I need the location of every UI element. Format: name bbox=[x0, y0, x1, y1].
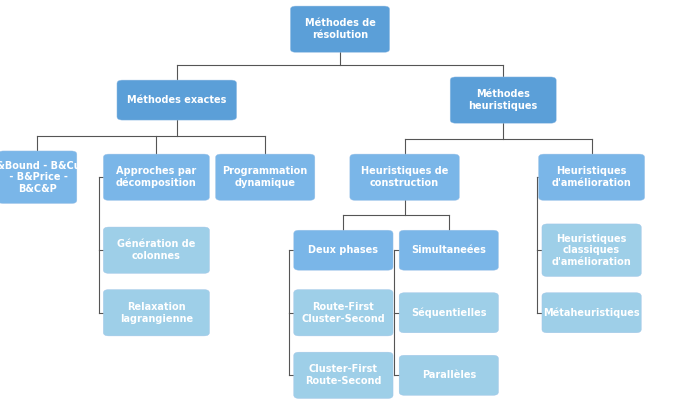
Text: Méthodes
heuristiques: Méthodes heuristiques bbox=[469, 89, 538, 111]
Text: Méthodes exactes: Méthodes exactes bbox=[127, 95, 226, 105]
FancyBboxPatch shape bbox=[542, 293, 641, 333]
Text: Génération de
colonnes: Génération de colonnes bbox=[117, 239, 196, 261]
FancyBboxPatch shape bbox=[350, 154, 460, 201]
Text: Heuristiques
classiques
d'amélioration: Heuristiques classiques d'amélioration bbox=[551, 234, 632, 267]
FancyBboxPatch shape bbox=[399, 355, 498, 395]
Text: Approches par
décomposition: Approches par décomposition bbox=[116, 166, 197, 188]
Text: Simultaneées: Simultaneées bbox=[411, 245, 486, 255]
FancyBboxPatch shape bbox=[399, 293, 498, 333]
Text: Route-First
Cluster-Second: Route-First Cluster-Second bbox=[301, 302, 386, 324]
Text: Relaxation
lagrangienne: Relaxation lagrangienne bbox=[120, 302, 193, 324]
Text: Deux phases: Deux phases bbox=[309, 245, 378, 255]
FancyBboxPatch shape bbox=[294, 230, 393, 270]
FancyBboxPatch shape bbox=[290, 6, 390, 52]
FancyBboxPatch shape bbox=[294, 289, 393, 336]
FancyBboxPatch shape bbox=[0, 151, 77, 203]
FancyBboxPatch shape bbox=[103, 154, 209, 201]
FancyBboxPatch shape bbox=[103, 227, 209, 274]
FancyBboxPatch shape bbox=[542, 224, 641, 276]
FancyBboxPatch shape bbox=[399, 230, 498, 270]
FancyBboxPatch shape bbox=[294, 352, 393, 399]
FancyBboxPatch shape bbox=[103, 289, 209, 336]
Text: B&Bound - B&Cut
 - B&Price -
B&C&P: B&Bound - B&Cut - B&Price - B&C&P bbox=[0, 161, 86, 194]
Text: Cluster-First
Route-Second: Cluster-First Route-Second bbox=[305, 364, 381, 386]
FancyBboxPatch shape bbox=[539, 154, 645, 201]
FancyBboxPatch shape bbox=[117, 80, 237, 120]
Text: Méthodes de
résolution: Méthodes de résolution bbox=[305, 18, 375, 40]
FancyBboxPatch shape bbox=[216, 154, 315, 201]
Text: Séquentielles: Séquentielles bbox=[411, 307, 487, 318]
Text: Parallèles: Parallèles bbox=[422, 370, 476, 380]
Text: Métaheuristiques: Métaheuristiques bbox=[543, 307, 640, 318]
Text: Heuristiques
d'amélioration: Heuristiques d'amélioration bbox=[551, 166, 632, 188]
Text: Programmation
dynamique: Programmation dynamique bbox=[222, 166, 308, 188]
FancyBboxPatch shape bbox=[450, 77, 556, 123]
Text: Heuristiques de
construction: Heuristiques de construction bbox=[361, 166, 448, 188]
